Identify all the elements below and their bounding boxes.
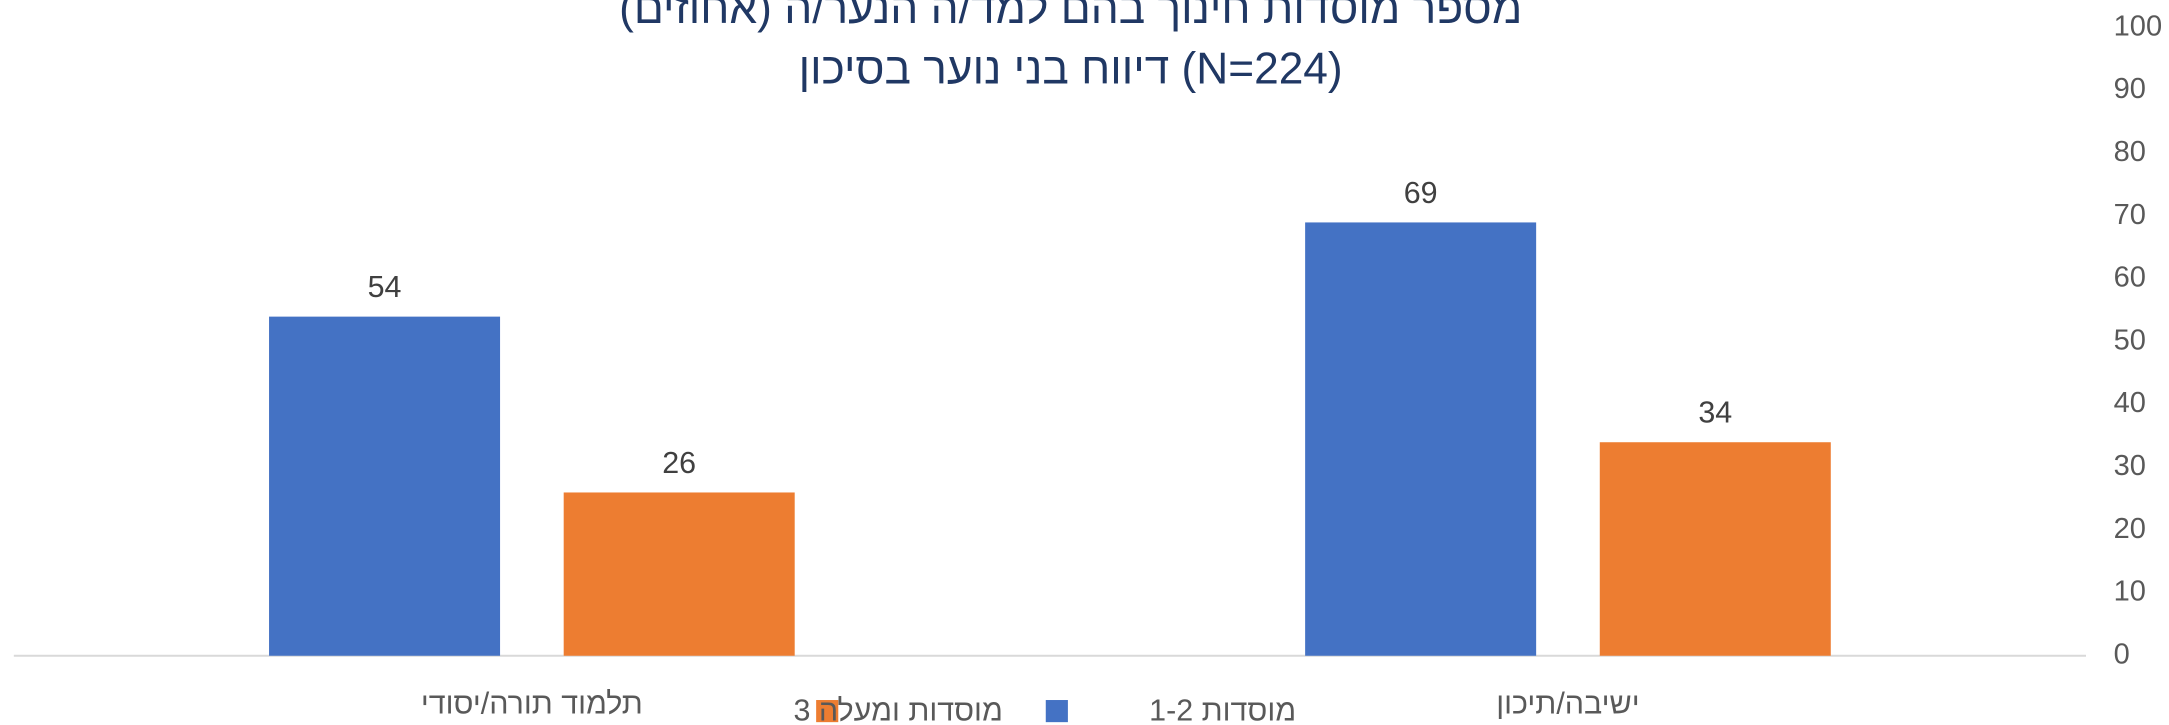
bar [1599,442,1831,656]
x-tick-label: ישיבה/תיכון [1496,687,1639,721]
legend-swatch [1045,700,1068,723]
bar [1305,222,1537,656]
y-tick-label: 100 [2114,10,2162,42]
bar [269,316,501,656]
value-label: 69 [1404,176,1438,210]
x-tick-label: תלמוד תורה/יסודי [421,687,643,721]
chart-title: מספר מוסדות חינוך בהם למד/ה הנער/ה (אחוז… [619,0,1522,33]
y-tick-label: 50 [2114,324,2146,356]
y-tick-label: 40 [2114,387,2146,419]
y-tick-label: 80 [2114,136,2146,168]
legend-label: 3 מוסדות ומעלה [794,694,1003,725]
y-tick-label: 0 [2114,638,2130,670]
value-label: 34 [1698,396,1732,430]
legend-label: 1-2 מוסדות [1149,694,1296,725]
legend-swatch [816,700,839,723]
y-tick-label: 60 [2114,262,2146,294]
value-label: 26 [662,446,696,480]
y-tick-label: 70 [2114,199,2146,231]
y-tick-label: 90 [2114,73,2146,105]
value-label: 54 [368,270,402,304]
y-tick-label: 10 [2114,576,2146,608]
y-tick-label: 20 [2114,513,2146,545]
chart-subtitle: דיווח בני נוער בסיכון (N=224) [799,45,1343,94]
y-tick-label: 30 [2114,450,2146,482]
bar [563,492,795,656]
